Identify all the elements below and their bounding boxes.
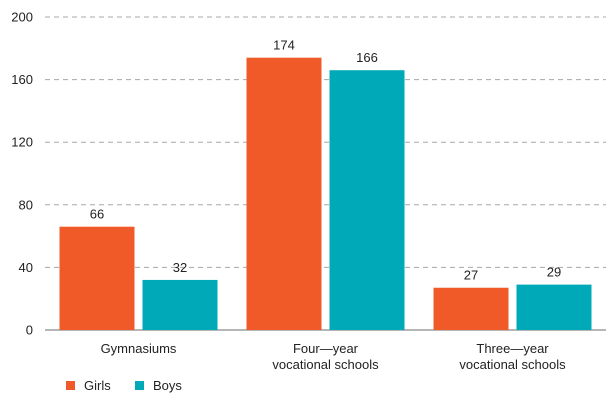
bar-boys-0: [142, 279, 218, 330]
y-tick-label: 200: [11, 10, 33, 25]
y-tick-label: 40: [19, 260, 33, 275]
data-label-girls-2: 27: [464, 268, 478, 283]
data-label-boys-1: 166: [356, 50, 378, 65]
legend: Girls Boys: [66, 378, 182, 393]
y-axis-ticks: 0 40 80 120 160 200: [11, 10, 33, 338]
data-label-girls-1: 174: [273, 38, 295, 53]
category-label: vocational schools: [459, 357, 566, 372]
category-label: Four—year: [293, 341, 359, 356]
legend-label-girls: Girls: [84, 378, 111, 393]
y-tick-label: 160: [11, 72, 33, 87]
y-tick-label: 0: [26, 323, 33, 338]
gridlines: [45, 16, 606, 331]
category-label: Three—year: [476, 341, 549, 356]
data-labels: 66 32 174 166 27 29: [90, 38, 561, 283]
category-label: vocational schools: [272, 357, 379, 372]
bar-girls-2: [433, 287, 509, 330]
legend-label-boys: Boys: [153, 378, 182, 393]
legend-swatch-boys: [135, 381, 144, 390]
category-label: Gymnasiums: [101, 341, 177, 356]
bar-boys-2: [516, 284, 592, 330]
data-label-boys-0: 32: [173, 260, 187, 275]
data-label-boys-2: 29: [547, 265, 561, 280]
y-tick-label: 120: [11, 135, 33, 150]
bar-boys-1: [329, 70, 405, 331]
legend-swatch-girls: [66, 381, 75, 390]
y-tick-label: 80: [19, 197, 33, 212]
data-label-girls-0: 66: [90, 207, 104, 222]
bar-girls-1: [246, 57, 322, 330]
bar-girls-0: [59, 226, 135, 330]
bars: [59, 57, 592, 331]
